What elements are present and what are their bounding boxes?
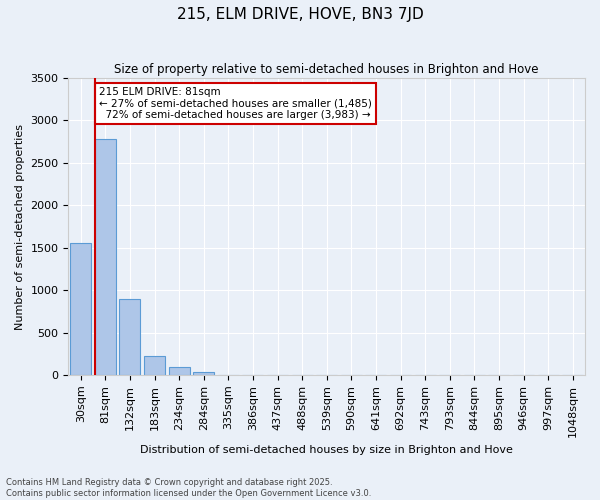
Text: 215, ELM DRIVE, HOVE, BN3 7JD: 215, ELM DRIVE, HOVE, BN3 7JD <box>176 8 424 22</box>
Bar <box>193 372 214 375</box>
Title: Size of property relative to semi-detached houses in Brighton and Hove: Size of property relative to semi-detach… <box>115 62 539 76</box>
Bar <box>169 367 190 375</box>
Text: 215 ELM DRIVE: 81sqm
← 27% of semi-detached houses are smaller (1,485)
  72% of : 215 ELM DRIVE: 81sqm ← 27% of semi-detac… <box>99 87 372 120</box>
X-axis label: Distribution of semi-detached houses by size in Brighton and Hove: Distribution of semi-detached houses by … <box>140 445 513 455</box>
Bar <box>119 298 140 375</box>
Bar <box>70 244 91 375</box>
Text: Contains HM Land Registry data © Crown copyright and database right 2025.
Contai: Contains HM Land Registry data © Crown c… <box>6 478 371 498</box>
Bar <box>144 356 165 375</box>
Y-axis label: Number of semi-detached properties: Number of semi-detached properties <box>15 124 25 330</box>
Bar <box>95 139 116 375</box>
